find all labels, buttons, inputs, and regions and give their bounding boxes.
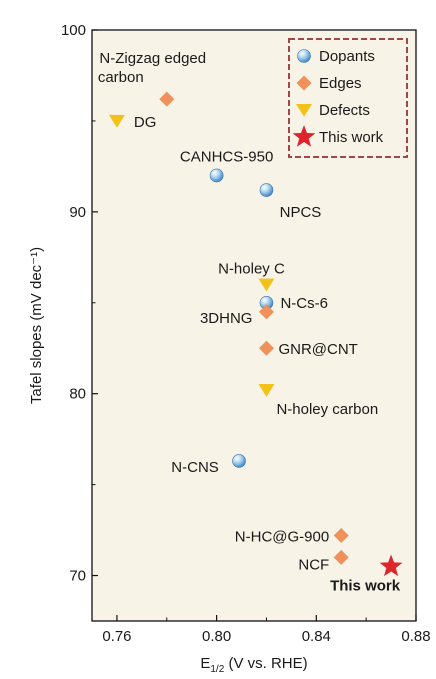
data-point-dopants: [232, 454, 246, 468]
data-point-edges: [333, 528, 349, 544]
point-label: GNR@CNT: [278, 341, 357, 358]
legend-marker: [292, 125, 316, 147]
x-tick-label: 0.88: [401, 628, 430, 645]
point-label: NCF: [298, 556, 329, 573]
y-axis-label: Tafel slopes (mV dec⁻¹): [28, 247, 45, 404]
legend-box: [288, 38, 408, 158]
x-tick-label: 0.80: [202, 628, 231, 645]
data-point-edges: [159, 91, 175, 107]
point-label: N-holey carbon: [276, 401, 378, 418]
point-label: NPCS: [280, 204, 322, 221]
legend-label: Defects: [319, 102, 370, 119]
legend-marker: [296, 75, 312, 91]
plot-frame: [91, 29, 417, 622]
x-axis-label: E1/2 (V vs. RHE): [200, 655, 307, 675]
point-label: DG: [134, 114, 157, 131]
point-label: This work: [330, 577, 401, 594]
data-point-defects: [258, 384, 275, 397]
legend-label: Edges: [319, 75, 362, 92]
data-point-dopants: [259, 183, 274, 197]
data-point-defects: [258, 278, 275, 292]
legend-marker: [297, 49, 311, 63]
point-label: N-CNS: [171, 459, 219, 476]
y-tick-label: 100: [61, 22, 86, 39]
x-tick-label: 0.76: [102, 628, 131, 645]
data-point-edges: [258, 304, 274, 320]
y-tick-label: 70: [69, 568, 86, 585]
point-label: N-Cs-6: [280, 295, 328, 312]
legend-label: This work: [319, 129, 384, 146]
y-tick-label: 80: [69, 386, 86, 403]
point-label: N-HC@G-900: [235, 529, 329, 546]
point-label: N-holey C: [218, 261, 285, 278]
data-point-this-work: [379, 554, 403, 577]
data-point-edges: [258, 340, 274, 356]
point-label: N-Zigzag edged carbon: [98, 50, 206, 86]
x-tick-label: 0.84: [302, 628, 331, 645]
point-label: 3DHNG: [200, 310, 253, 327]
legend-marker: [296, 104, 312, 117]
point-label: CANHCS-950: [180, 148, 273, 165]
data-point-dopants: [209, 168, 224, 183]
y-tick-label: 90: [69, 204, 86, 221]
legend-label: Dopants: [319, 48, 375, 65]
data-point-edges: [333, 549, 349, 565]
plot-background: [92, 30, 416, 621]
data-point-defects: [108, 114, 125, 128]
